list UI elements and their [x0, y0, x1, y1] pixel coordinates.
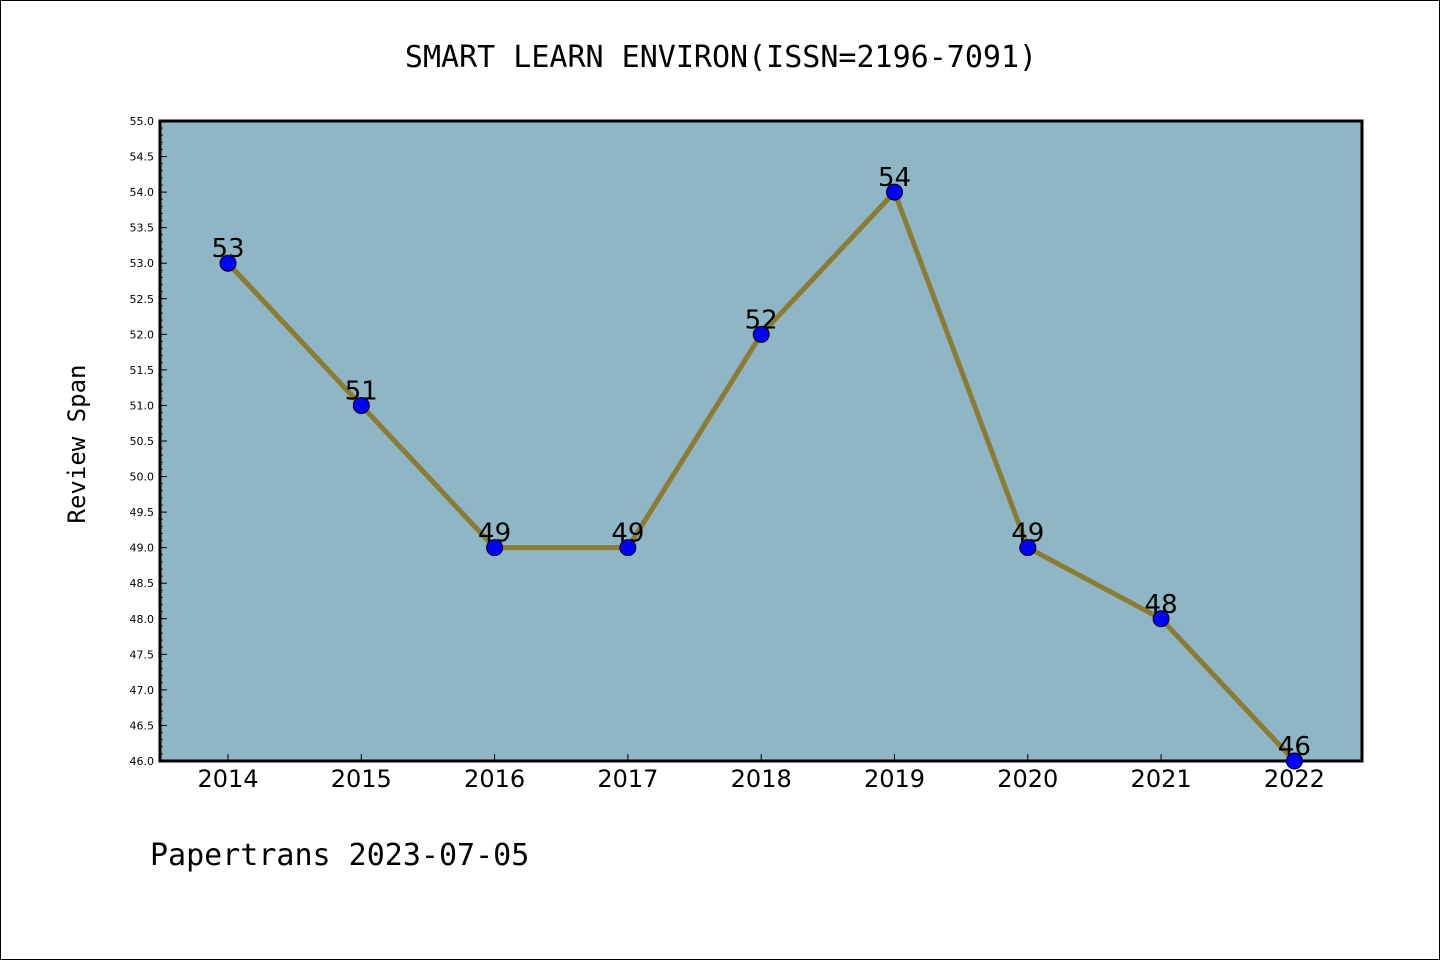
- data-label: 51: [345, 376, 378, 406]
- y-tick-label: 50.5: [130, 435, 155, 448]
- x-tick-label: 2020: [997, 765, 1058, 793]
- y-tick-label: 52.0: [130, 328, 155, 341]
- data-label: 46: [1278, 732, 1311, 762]
- data-label: 52: [745, 305, 778, 335]
- y-tick-label: 51.5: [130, 364, 155, 377]
- data-point: [1152, 610, 1170, 628]
- y-tick-label: 48.5: [130, 577, 155, 590]
- y-axis: 46.0 46.5 47.0 47.5 48.0 48.5 49.0 49.5 50.0 50.5…: [130, 115, 167, 768]
- y-tick-label: 48.0: [130, 613, 155, 626]
- y-tick-label: 46.5: [130, 719, 155, 732]
- x-tick-label: 2018: [731, 765, 792, 793]
- footer-credit: Papertrans 2023-07-05: [150, 838, 529, 873]
- series-review-span: [219, 183, 1303, 770]
- data-label: 48: [1145, 590, 1178, 620]
- data-point: [352, 396, 370, 414]
- y-tick-label: 53.0: [130, 257, 155, 270]
- y-tick-label: 53.5: [130, 222, 155, 235]
- x-tick-label: 2021: [1131, 765, 1192, 793]
- y-tick-label: 47.0: [130, 684, 155, 697]
- y-tick-label: 50.0: [130, 471, 155, 484]
- y-tick-label: 55.0: [130, 115, 155, 128]
- x-tick-label: 2019: [864, 765, 925, 793]
- y-tick-label: 51.0: [130, 399, 155, 412]
- y-tick-label: 49.5: [130, 506, 155, 519]
- data-label: 49: [478, 519, 511, 549]
- x-tick-label: 2014: [197, 765, 258, 793]
- y-tick-label: 52.5: [130, 293, 155, 306]
- x-axis: 2014 2015 2016 2017 2018 2019 2020 2021 2022: [197, 754, 1325, 793]
- data-point: [1019, 539, 1037, 557]
- data-label: 53: [211, 234, 244, 264]
- x-tick-label: 2022: [1264, 765, 1325, 793]
- y-tick-label: 46.0: [130, 755, 155, 768]
- data-label: 49: [1011, 519, 1044, 549]
- x-tick-label: 2016: [464, 765, 525, 793]
- chart-title: SMART LEARN ENVIRON(ISSN=2196-7091): [405, 40, 1037, 75]
- data-point: [1285, 752, 1303, 770]
- x-tick-label: 2015: [331, 765, 392, 793]
- data-point: [752, 325, 770, 343]
- data-point: [619, 539, 637, 557]
- plot-area: [158, 119, 1364, 763]
- data-label: 49: [611, 519, 644, 549]
- data-point: [486, 539, 504, 557]
- x-tick-label: 2017: [597, 765, 658, 793]
- y-tick-label: 47.5: [130, 648, 155, 661]
- data-point: [219, 254, 237, 272]
- data-label: 54: [878, 163, 911, 193]
- y-tick-label: 54.0: [130, 186, 155, 199]
- y-tick-label: 49.0: [130, 542, 155, 555]
- y-tick-label: 54.5: [130, 151, 155, 164]
- data-point: [886, 183, 903, 201]
- data-labels: 53 51 49 49 52 54 49 48 46: [211, 163, 1310, 762]
- y-axis-title: Review Span: [63, 365, 91, 524]
